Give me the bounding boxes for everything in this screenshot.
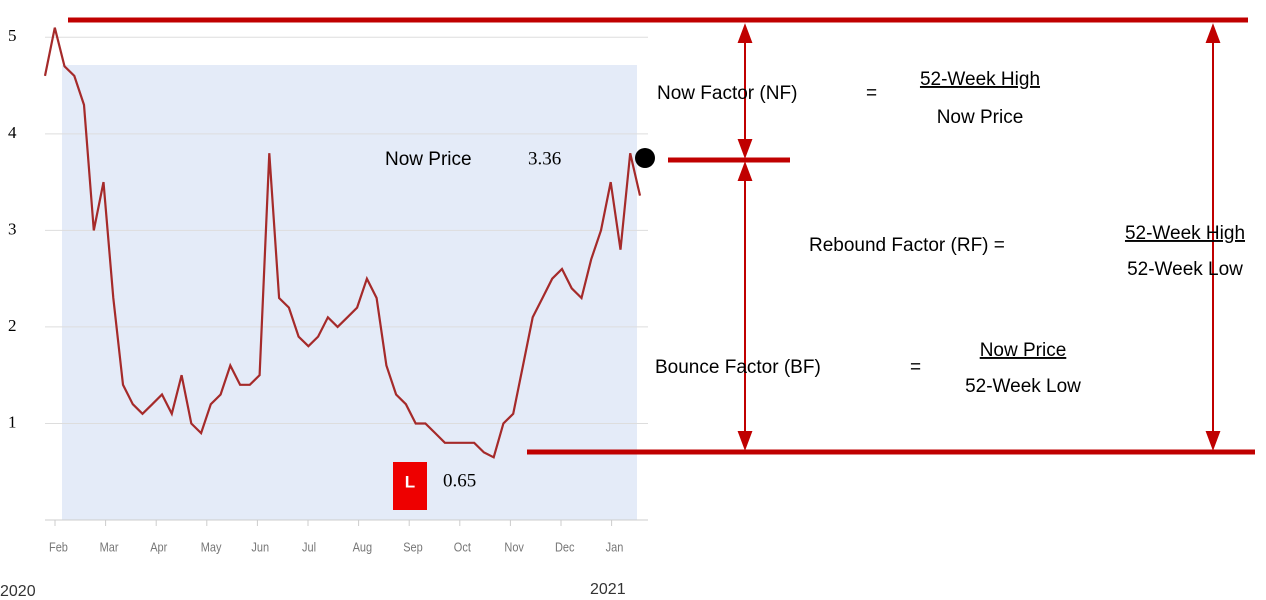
arrow-head	[1205, 23, 1221, 43]
x-tick-label: Aug	[353, 540, 373, 555]
formula-name: Rebound Factor (RF) =	[809, 235, 1005, 256]
y-tick-label: 4	[8, 123, 17, 142]
reference-lines	[68, 17, 1255, 455]
formula-op: =	[910, 357, 921, 378]
x-tick-label: Sep	[403, 540, 423, 555]
x-tick-label: Jul	[302, 540, 316, 555]
low-marker: L	[405, 472, 415, 491]
formula-numerator: 52-Week High	[1125, 223, 1245, 244]
formula-numerator: Now Price	[980, 340, 1067, 361]
x-tick-label: Jan	[606, 540, 624, 555]
formula-denominator: 52-Week Low	[965, 376, 1081, 397]
now-price-label: Now Price	[385, 149, 472, 170]
y-tick-label: 2	[8, 316, 17, 335]
formulas: Now Factor (NF) = 52-Week High Now Price…	[655, 69, 1245, 397]
x-tick-label: May	[201, 540, 223, 555]
formula-denominator: 52-Week Low	[1127, 259, 1243, 280]
arrow-head	[737, 161, 753, 181]
formula-numerator: 52-Week High	[920, 69, 1040, 90]
x-tick-label: Oct	[454, 540, 472, 555]
formula-denominator: Now Price	[937, 107, 1024, 128]
x-tick-label: Mar	[100, 540, 119, 555]
x-tick-label: Feb	[49, 540, 68, 555]
formula-op: =	[866, 83, 877, 104]
formula-name: Now Factor (NF)	[657, 83, 797, 104]
y-tick-label: 5	[8, 26, 17, 45]
now-price-value: 3.36	[528, 148, 561, 169]
formula-name: Bounce Factor (BF)	[655, 357, 821, 378]
x-tick-label: Nov	[504, 540, 524, 555]
low-marker-box	[393, 462, 427, 510]
area-fill	[62, 65, 637, 520]
x-tick-label: Dec	[555, 540, 575, 555]
arrows	[737, 23, 1221, 451]
price-line	[43, 27, 642, 459]
y-tick-label: 3	[8, 219, 17, 238]
year-label: 2021	[590, 581, 626, 598]
now-dot	[635, 148, 655, 168]
arrow-head	[737, 431, 753, 451]
year-label: 2020	[0, 583, 36, 600]
x-tick-label: Jun	[251, 540, 269, 555]
low-value: 0.65	[443, 470, 476, 491]
arrow-head	[737, 23, 753, 43]
area-gap	[637, 65, 649, 117]
arrow-head	[1205, 431, 1221, 451]
y-tick-label: 1	[8, 412, 17, 431]
x-tick-label: Apr	[150, 540, 167, 555]
arrow-head	[737, 139, 753, 159]
